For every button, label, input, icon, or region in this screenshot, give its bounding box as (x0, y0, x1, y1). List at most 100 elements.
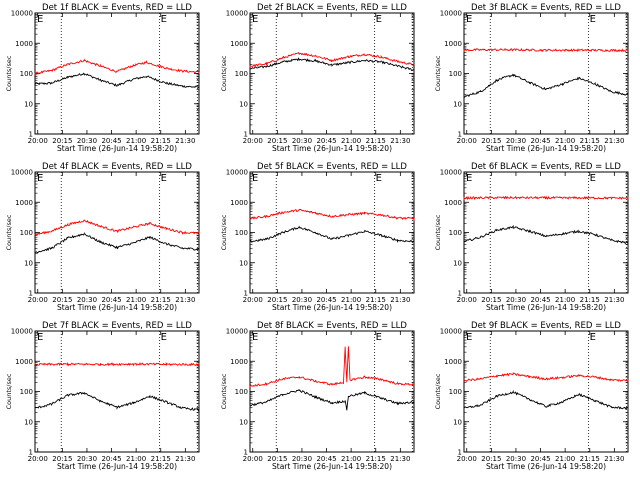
x-axis-label: Start Time (26-Jun-14 19:58:20) (57, 462, 177, 471)
x-tick-label: 20:45 (101, 296, 121, 304)
corner-marker-left: E (466, 332, 472, 343)
x-tick-label: 20:30 (506, 137, 526, 145)
y-tick-label: 10000 (226, 10, 248, 18)
x-tick-label: 21:15 (151, 296, 171, 304)
x-tick-label: 20:45 (316, 455, 336, 463)
x-tick-label: 20:30 (77, 455, 97, 463)
lld-series-line (249, 51, 415, 68)
plot-title: Det 6f BLACK = Events, RED = LLD (471, 162, 621, 172)
y-tick-label: 1000 (230, 199, 248, 207)
x-tick-label: 20:15 (481, 455, 501, 463)
events-series-line (249, 389, 415, 411)
y-tick-label: 100 (20, 388, 33, 396)
x-tick-label: 20:45 (101, 137, 121, 145)
y-tick-label: 10000 (11, 169, 33, 177)
y-tick-label: 1000 (15, 358, 33, 366)
y-tick-label: 1000 (444, 40, 462, 48)
detector-plot-7: Det 7f BLACK = Events, RED = LLD 1 10 100 10… (5, 321, 200, 471)
x-tick-label: 20:00 (243, 296, 263, 304)
lld-series-line (463, 372, 629, 382)
lld-series-line (34, 58, 200, 75)
x-axis-label: Start Time (26-Jun-14 19:58:20) (486, 303, 606, 312)
x-tick-label: 20:15 (267, 137, 287, 145)
corner-marker-left: E (37, 173, 43, 184)
plot-title: Det 1f BLACK = Events, RED = LLD (42, 3, 192, 13)
detector-plot-5: Det 5f BLACK = Events, RED = LLD 1 10 100 10… (220, 162, 415, 312)
x-tick-label: 21:15 (580, 296, 600, 304)
x-tick-label: 21:00 (555, 137, 575, 145)
lld-series-line (463, 47, 629, 53)
x-tick-label: 20:30 (292, 296, 312, 304)
x-tick-label: 21:30 (390, 455, 410, 463)
x-axis-label: Start Time (26-Jun-14 19:58:20) (57, 144, 177, 153)
x-tick-label: 20:45 (316, 296, 336, 304)
y-tick-label: 1 (458, 449, 462, 457)
corner-marker-left: E (37, 14, 43, 25)
x-tick-label: 20:00 (457, 455, 477, 463)
y-tick-label: 1 (458, 131, 462, 139)
detector-plot-9: Det 9f BLACK = Events, RED = LLD 1 10 100 10… (434, 321, 629, 471)
y-tick-label: 1 (244, 131, 248, 139)
x-tick-label: 21:30 (390, 296, 410, 304)
y-tick-label: 10 (24, 418, 33, 426)
y-axis-label: Counts/sec (220, 214, 228, 250)
x-tick-label: 21:00 (555, 296, 575, 304)
x-tick-label: 21:00 (126, 296, 146, 304)
corner-marker-right: E (590, 14, 596, 25)
x-tick-label: 21:15 (580, 455, 600, 463)
x-axis-label: Start Time (26-Jun-14 19:58:20) (272, 144, 392, 153)
detector-plot-8: Det 8f BLACK = Events, RED = LLD 1 10 100 10… (220, 321, 415, 471)
events-series-line (34, 72, 200, 89)
corner-marker-right: E (161, 332, 167, 343)
detector-plot-4: Det 4f BLACK = Events, RED = LLD 1 10 100 10… (5, 162, 200, 312)
events-series-line (463, 73, 629, 98)
x-tick-label: 21:15 (366, 296, 386, 304)
plot-title: Det 3f BLACK = Events, RED = LLD (471, 3, 621, 13)
x-tick-label: 20:30 (77, 137, 97, 145)
y-tick-label: 1000 (230, 358, 248, 366)
y-tick-label: 1 (29, 290, 33, 298)
y-tick-label: 10 (453, 259, 462, 267)
y-tick-label: 10000 (226, 169, 248, 177)
x-axis-label: Start Time (26-Jun-14 19:58:20) (57, 303, 177, 312)
x-tick-label: 21:00 (555, 455, 575, 463)
x-tick-label: 21:30 (604, 296, 624, 304)
plot-title: Det 5f BLACK = Events, RED = LLD (257, 162, 407, 172)
y-tick-label: 10000 (11, 328, 33, 336)
y-axis-label: Counts/sec (5, 55, 13, 91)
y-tick-label: 100 (449, 229, 462, 237)
plot-frame (34, 12, 200, 135)
x-tick-label: 20:30 (292, 137, 312, 145)
x-tick-label: 20:45 (530, 455, 550, 463)
x-tick-label: 21:00 (341, 296, 361, 304)
plot-frame (34, 171, 200, 294)
y-tick-label: 1000 (230, 40, 248, 48)
y-axis-label: Counts/sec (434, 55, 442, 91)
corner-marker-left: E (466, 14, 472, 25)
y-tick-label: 100 (235, 229, 248, 237)
plot-title: Det 2f BLACK = Events, RED = LLD (257, 3, 407, 13)
x-tick-label: 20:15 (267, 455, 287, 463)
corner-marker-right: E (590, 332, 596, 343)
plot-title: Det 4f BLACK = Events, RED = LLD (42, 162, 192, 172)
x-tick-label: 20:30 (506, 296, 526, 304)
x-tick-label: 21:15 (366, 455, 386, 463)
lld-series-line (34, 361, 200, 367)
detector-plot-1: Det 1f BLACK = Events, RED = LLD 1 10 100 10… (5, 3, 200, 153)
lld-series-line (249, 346, 415, 388)
events-series-line (249, 57, 415, 71)
x-axis-label: Start Time (26-Jun-14 19:58:20) (272, 303, 392, 312)
y-tick-label: 10000 (226, 328, 248, 336)
events-series-line (463, 389, 629, 410)
plot-title: Det 8f BLACK = Events, RED = LLD (257, 321, 407, 331)
corner-marker-right: E (161, 173, 167, 184)
y-tick-label: 1000 (444, 358, 462, 366)
y-tick-label: 10 (24, 259, 33, 267)
plot-frame (249, 330, 415, 453)
corner-marker-right: E (376, 173, 382, 184)
events-series-line (249, 225, 415, 244)
y-tick-label: 100 (449, 70, 462, 78)
plot-frame (34, 330, 200, 453)
x-tick-label: 20:15 (481, 137, 501, 145)
